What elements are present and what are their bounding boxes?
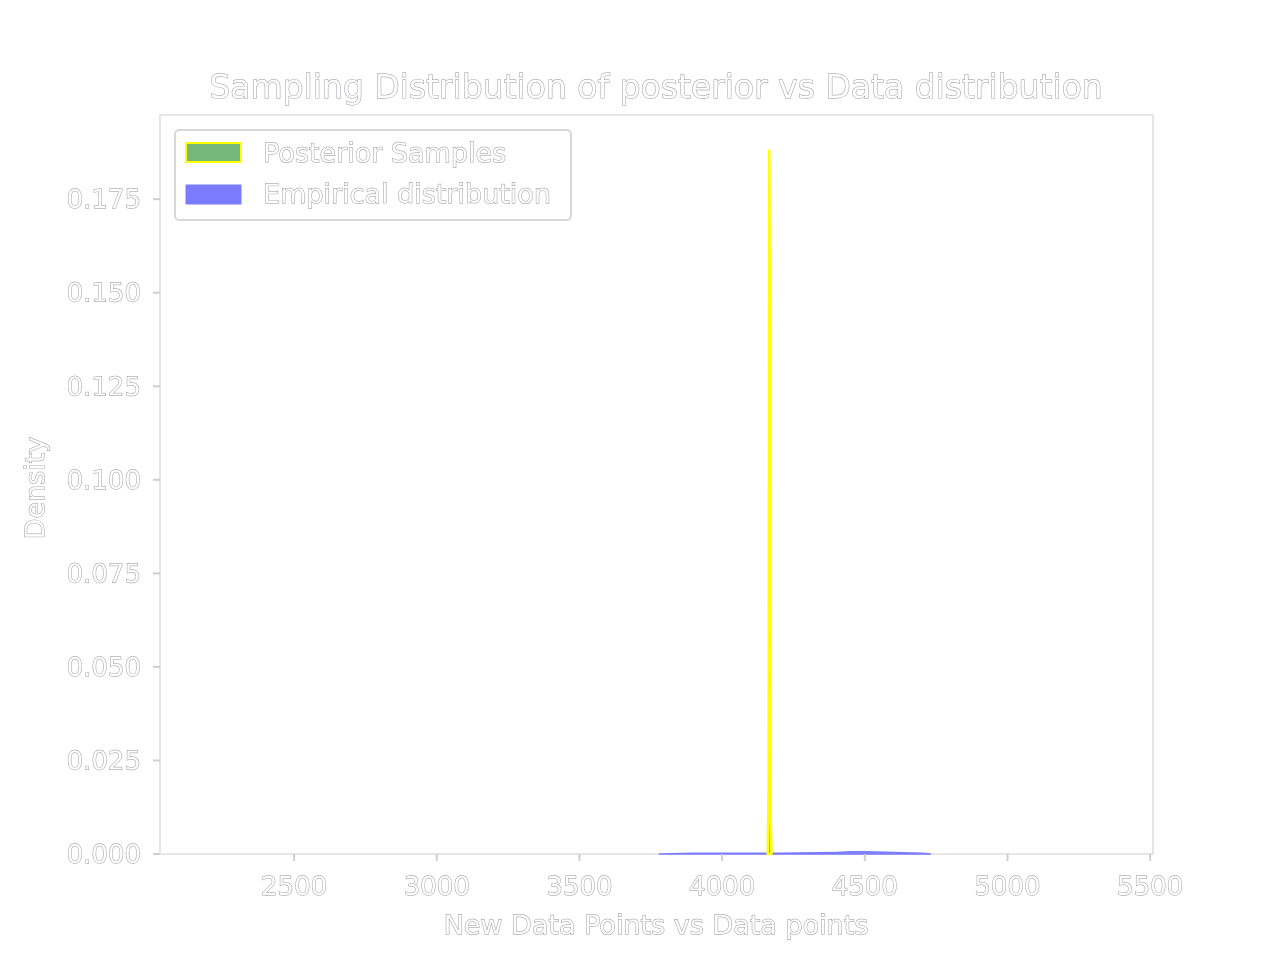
x-tick-label: 3500 [546, 872, 612, 902]
x-axis-ticks: 2500 3000 3500 4000 4500 5000 5500 [261, 854, 1184, 902]
y-tick-label: 0.000 [67, 840, 141, 870]
x-tick-label: 3000 [404, 872, 470, 902]
y-axis-ticks: 0.000 0.025 0.050 0.075 0.100 0.125 0.150 0.175 [66, 185, 160, 870]
series-posterior-samples [766, 149, 773, 856]
x-tick-label: 4500 [832, 872, 898, 902]
legend-label-empirical: Empirical distribution [263, 179, 551, 210]
legend-swatch-empirical [185, 184, 242, 205]
legend-box [174, 129, 572, 221]
x-tick-label: 4000 [689, 872, 755, 902]
y-tick-label: 0.075 [67, 559, 141, 589]
y-axis-label: Density [20, 437, 51, 540]
x-tick-label: 5000 [974, 872, 1040, 902]
y-tick-label: 0.125 [67, 372, 141, 402]
y-tick-label: 0.025 [67, 746, 141, 776]
legend-label-posterior: Posterior Samples [263, 138, 506, 169]
legend-swatch-posterior [185, 142, 242, 163]
series-layer [658, 149, 932, 856]
x-tick-label: 5500 [1117, 872, 1183, 902]
x-axis-label: New Data Points vs Data points [444, 910, 869, 941]
plot-area-frame [159, 114, 1154, 855]
legend: Posterior Samples Empirical distribution [174, 129, 572, 221]
y-tick-label: 0.050 [67, 653, 141, 683]
x-tick-label: 2500 [261, 872, 327, 902]
y-tick-label: 0.150 [67, 279, 141, 309]
y-tick-label: 0.100 [67, 466, 141, 496]
y-tick-label: 0.175 [67, 185, 141, 215]
chart-title: Sampling Distribution of posterior vs Da… [209, 67, 1102, 106]
series-empirical-distribution [658, 851, 932, 855]
